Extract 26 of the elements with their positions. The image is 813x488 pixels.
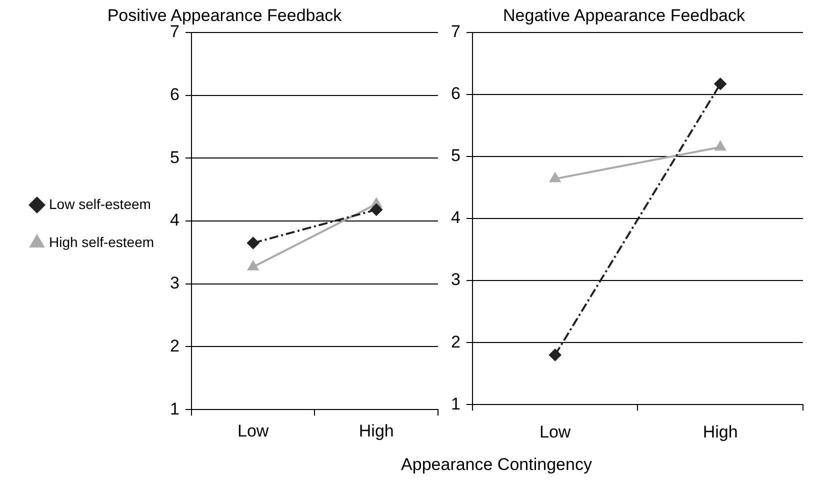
y-tick-label: 4: [450, 208, 460, 228]
y-tick-label: 5: [170, 148, 180, 167]
legend-label: Low self-esteem: [49, 196, 151, 212]
y-tick-label: 4: [170, 210, 180, 230]
y-tick-label: 6: [450, 84, 460, 104]
point: [549, 348, 562, 361]
x-tick-label: Low: [238, 421, 270, 440]
y-tick-label: 3: [450, 270, 460, 290]
y-tick-label: 1: [170, 399, 180, 418]
y-tick-label: 7: [170, 22, 180, 42]
y-tick-label: 6: [170, 84, 180, 104]
y-tick-label: 2: [170, 336, 180, 356]
x-tick-label: High: [358, 421, 394, 440]
legend-label: High self-esteem: [49, 234, 154, 250]
y-tick-label: 2: [450, 332, 460, 352]
x-tick-label: Low: [539, 422, 572, 442]
chart-title: Positive Appearance Feedback: [107, 6, 342, 25]
chart-title: Negative Appearance Feedback: [503, 6, 746, 25]
y-tick-label: 5: [450, 146, 460, 166]
point: [247, 237, 260, 250]
y-tick-label: 1: [450, 394, 460, 414]
x-tick-label: High: [702, 422, 738, 442]
y-tick-label: 3: [170, 274, 180, 293]
x-axis-title: Appearance Contingency: [400, 455, 593, 475]
y-tick-label: 7: [450, 22, 460, 42]
point: [714, 78, 726, 90]
